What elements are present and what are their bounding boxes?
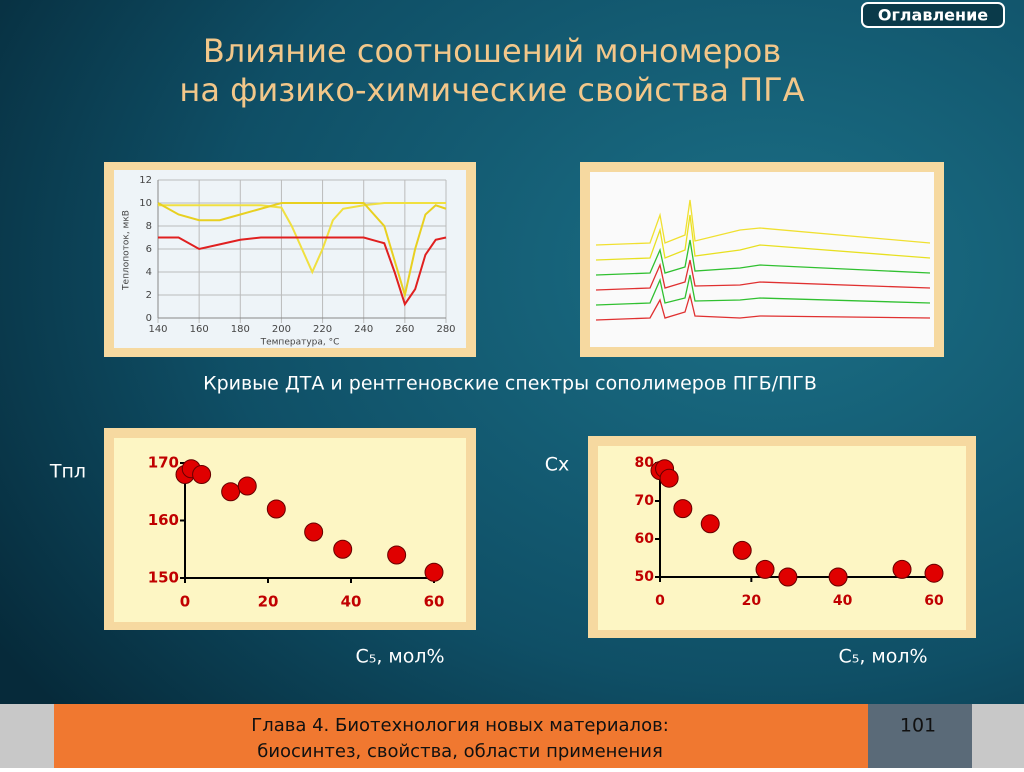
point (732, 540, 752, 560)
x-axis-label: Температура, °C (260, 338, 340, 348)
x-tick-label: 160 (190, 324, 209, 335)
y-tick-label: 50 (635, 569, 655, 585)
point (221, 482, 241, 502)
toc-button-label[interactable]: Оглавление (878, 6, 988, 25)
y-tick-label: 150 (148, 569, 179, 587)
y-axis-label: Tпл (49, 461, 86, 483)
y-tick-label: 2 (146, 290, 152, 301)
y-axis-label: Теплопоток, мкВ (122, 210, 132, 291)
x-tick-label: 180 (231, 324, 250, 335)
title-line: на физико-химические свойства ПГА (179, 71, 804, 109)
x-tick-label: 40 (341, 593, 362, 611)
footer-bar (54, 704, 868, 768)
y-tick-label: 10 (139, 198, 152, 209)
footer-text: Глава 4. Биотехнология новых материалов: (251, 715, 669, 736)
point (892, 559, 912, 579)
x-tick-label: 260 (395, 324, 414, 335)
line-series (158, 236, 447, 307)
x-tick-label: 20 (258, 593, 279, 611)
point (424, 562, 444, 582)
page-number-box (868, 704, 972, 768)
title-line: Влияние соотношений мономеров (203, 32, 781, 70)
point (192, 465, 212, 484)
x-tick-label: 40 (833, 593, 853, 609)
y-tick-label: 80 (635, 455, 655, 471)
x-tick-label: 280 (436, 324, 455, 335)
xrd-spectra (595, 199, 931, 321)
y-tick-label: 170 (148, 454, 179, 472)
y-tick-label: 4 (146, 267, 152, 278)
x-axis-label: C₅, мол% (838, 646, 927, 668)
y-tick-label: 6 (146, 244, 152, 255)
y-tick-label: 12 (139, 175, 152, 186)
x-tick-label: 240 (354, 324, 373, 335)
point (778, 567, 798, 587)
y-tick-label: 70 (635, 493, 655, 509)
x-tick-label: 60 (924, 593, 944, 609)
x-tick-label: 20 (742, 593, 762, 609)
x-tick-label: 0 (180, 593, 190, 611)
page-number: 101 (900, 715, 936, 737)
xrd-image (590, 172, 934, 347)
point (387, 545, 407, 565)
point (659, 468, 679, 488)
y-axis-label: Cx (545, 454, 570, 476)
footer-text: биосинтез, свойства, области применения (257, 741, 663, 762)
y-tick-label: 160 (148, 511, 179, 529)
point (828, 567, 848, 587)
line-series (157, 202, 447, 299)
x-tick-label: 220 (313, 324, 332, 335)
toc-button[interactable] (861, 2, 1005, 28)
point (237, 476, 257, 496)
x-tick-label: 140 (148, 324, 167, 335)
x-tick-label: 200 (272, 324, 291, 335)
point (333, 539, 353, 559)
point (673, 499, 693, 519)
point (304, 522, 324, 542)
x-axis-label: C₅, мол% (355, 646, 444, 668)
frame-inner (114, 438, 466, 622)
point (924, 563, 944, 583)
x-tick-label: 60 (424, 593, 445, 611)
y-tick-label: 8 (146, 221, 152, 232)
line-series (158, 202, 446, 275)
y-tick-label: 60 (635, 531, 655, 547)
point (700, 514, 720, 534)
point (755, 559, 775, 579)
point (266, 499, 286, 519)
y-tick-label: 0 (146, 313, 152, 324)
x-tick-label: 0 (655, 593, 665, 609)
caption: Кривые ДТА и рентгеновские спектры сопол… (203, 373, 817, 395)
